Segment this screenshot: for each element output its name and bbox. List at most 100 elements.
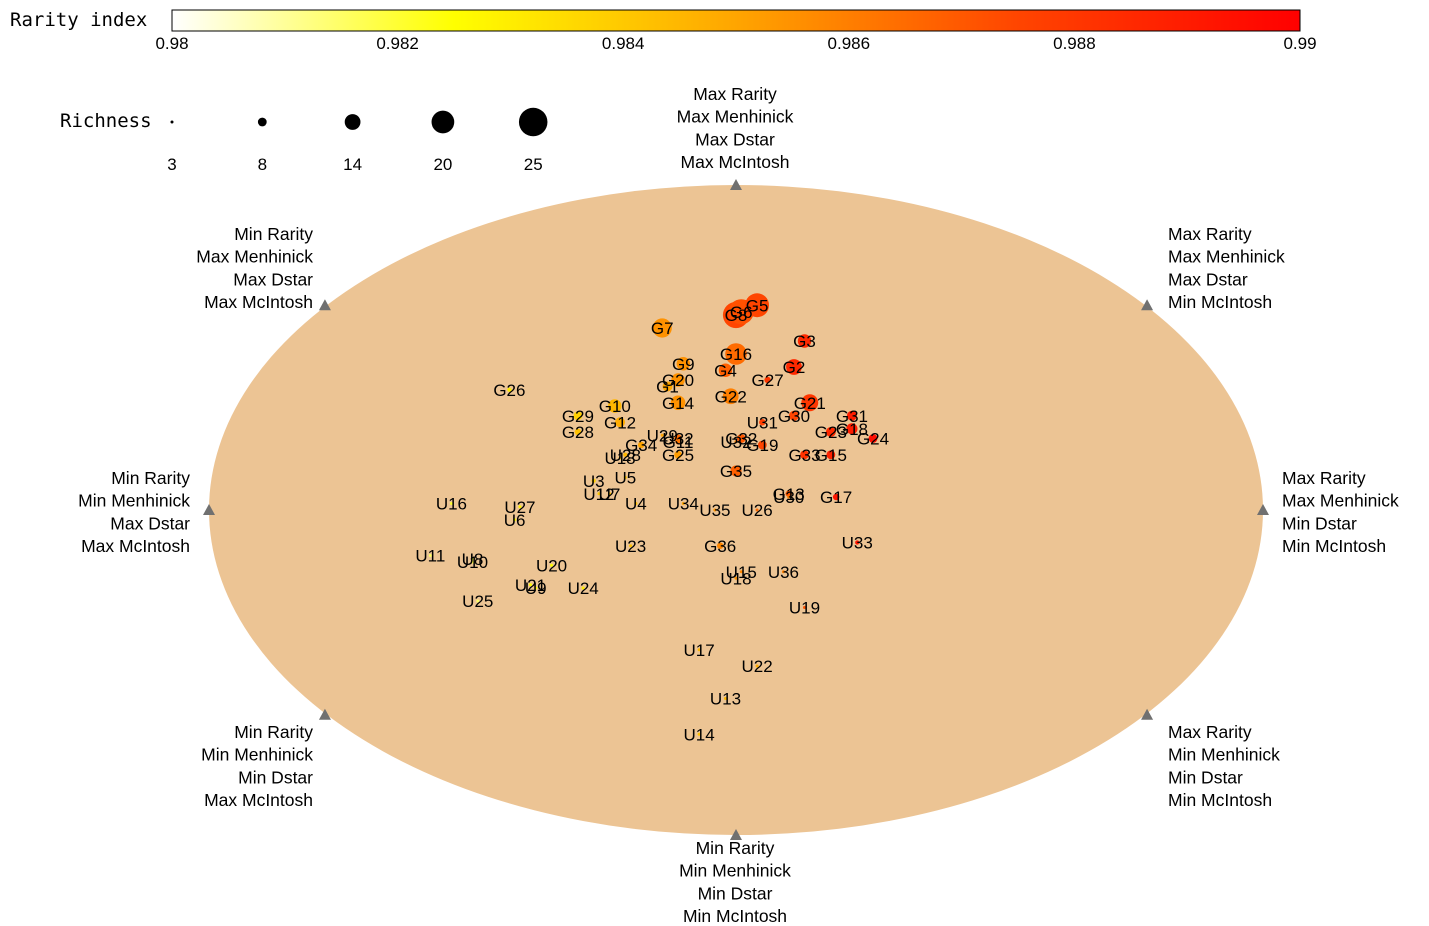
corner-label-bottom: Min Menhinick <box>679 861 791 881</box>
data-point-U17 <box>697 648 701 652</box>
corner-label-bottom-left: Min Menhinick <box>201 745 313 765</box>
data-point-G29 <box>573 411 583 421</box>
size-legend-dot <box>518 107 548 137</box>
data-point-label: U24 <box>568 579 599 598</box>
data-point-U25 <box>476 599 480 603</box>
data-point-label: U23 <box>615 537 646 556</box>
data-point-label: G8 <box>725 306 748 325</box>
corner-label-bottom-left: Min Dstar <box>238 767 313 787</box>
corner-label-bottom-left: Min Rarity <box>234 722 313 742</box>
corner-label-right: Min Dstar <box>1282 513 1357 533</box>
data-point-label: G14 <box>662 394 694 413</box>
data-point-label: U18 <box>720 569 751 588</box>
data-point-U19 <box>803 606 807 609</box>
data-point-G34 <box>637 441 645 449</box>
data-point-G22 <box>722 388 739 405</box>
corner-label-bottom-right: Min Menhinick <box>1168 745 1280 765</box>
data-point-label: U30 <box>773 488 804 507</box>
data-point-G35 <box>730 465 742 477</box>
data-point-label: G17 <box>820 488 852 507</box>
data-point-label: G15 <box>815 446 847 465</box>
data-point-label: G7 <box>651 319 674 338</box>
data-point-label: G1 <box>656 378 679 397</box>
data-point-U14 <box>697 732 701 736</box>
data-point-U18 <box>618 456 622 460</box>
data-point-G33 <box>800 450 809 460</box>
data-point-label: U12 <box>583 485 614 504</box>
colorbar-label: Rarity index <box>10 9 147 31</box>
data-point-U36 <box>781 570 785 574</box>
data-point-label: U20 <box>536 556 567 575</box>
data-point-label: U27 <box>504 498 535 517</box>
data-point-label: U8 <box>462 550 484 569</box>
data-point-U31 <box>759 419 766 426</box>
data-point-U35 <box>713 508 717 512</box>
corner-label-top: Max Dstar <box>695 129 775 149</box>
data-point-U30 <box>787 495 791 499</box>
data-point-U24 <box>581 586 585 590</box>
data-point-label: G11 <box>663 433 694 452</box>
data-point-G1 <box>662 381 673 392</box>
data-point-U21 <box>528 583 532 587</box>
size-legend-value: 20 <box>433 155 452 174</box>
data-point-U23 <box>629 544 633 548</box>
corner-label-top: Max McIntosh <box>681 152 790 172</box>
data-point-G27 <box>764 376 771 384</box>
colorbar-gradient <box>171 9 1301 32</box>
data-point-label: U21 <box>515 576 546 595</box>
data-point-label: G12 <box>604 413 636 432</box>
data-point-U7 <box>608 492 612 496</box>
corner-label-left: Max McIntosh <box>81 536 190 556</box>
data-point-G11 <box>675 439 681 445</box>
data-point-label: U22 <box>741 657 772 676</box>
data-point-G30 <box>788 410 799 421</box>
data-point-label: G31 <box>836 407 868 426</box>
size-legend-dot <box>431 110 455 134</box>
data-point-label: G29 <box>562 407 594 426</box>
data-point-label: U28 <box>610 446 641 465</box>
corner-label-top-right: Min McIntosh <box>1168 292 1272 312</box>
direction-marker-bottom-left <box>318 708 331 720</box>
data-point-U3 <box>591 478 596 483</box>
data-point-U29 <box>660 433 664 437</box>
data-point-label: U7 <box>599 485 621 504</box>
colorbar-tick-label: 0.986 <box>828 34 871 53</box>
corner-label-right: Min McIntosh <box>1282 536 1386 556</box>
corner-label-top-right: Max Menhinick <box>1168 247 1285 267</box>
data-point-label: U34 <box>668 495 699 514</box>
size-legend-label: Richness <box>60 110 152 132</box>
data-point-label: U29 <box>647 426 678 445</box>
size-legend-dot <box>344 114 361 130</box>
data-point-G20 <box>671 373 685 387</box>
data-point-G4 <box>718 363 733 377</box>
data-point-G15 <box>826 450 836 460</box>
data-point-U34 <box>681 502 685 505</box>
corner-label-bottom-right: Min Dstar <box>1168 767 1243 787</box>
data-point-label: U3 <box>583 472 605 491</box>
data-point-U12 <box>597 492 601 496</box>
data-point-label: G25 <box>662 446 694 465</box>
corner-label-left: Max Dstar <box>110 513 190 533</box>
direction-marker-bottom-right <box>1141 708 1154 720</box>
direction-markers <box>203 179 1269 840</box>
data-point-label: U36 <box>768 563 799 582</box>
colorbar-ticks: 0.98 0.982 0.984 0.986 0.988 0.99 <box>155 34 1316 53</box>
data-point-U11 <box>428 554 432 557</box>
data-point-label: U19 <box>789 599 820 618</box>
data-point-G3 <box>797 334 812 348</box>
data-point-G26 <box>507 387 512 392</box>
data-point-label: G9 <box>672 355 695 374</box>
data-point-G28 <box>574 428 582 436</box>
data-point-label: G5 <box>746 296 769 315</box>
corner-label-bottom: Min Rarity <box>696 838 775 858</box>
size-legend: Richness 3 8 14 20 25 <box>60 107 548 174</box>
data-point-label: G2 <box>783 358 806 377</box>
data-point-label: G34 <box>625 436 657 455</box>
data-point-label: U17 <box>684 641 715 660</box>
data-point-label: G6 <box>730 303 753 322</box>
data-point-label: G36 <box>704 537 736 556</box>
data-point-G32 <box>736 434 746 443</box>
direction-marker-left <box>203 504 215 515</box>
